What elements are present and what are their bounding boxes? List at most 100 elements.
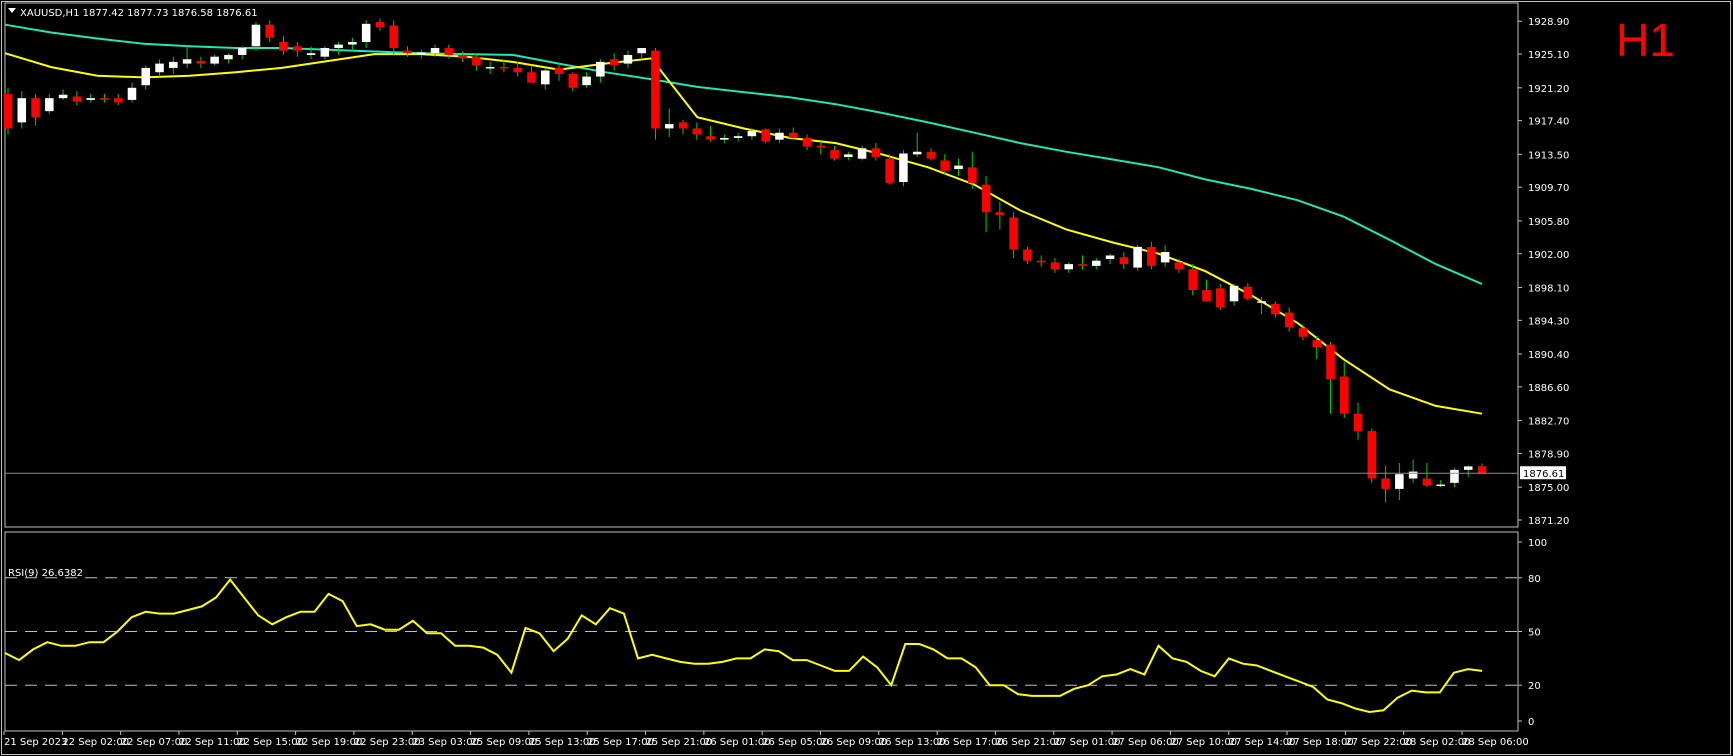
candlestick-series[interactable] [3,18,1487,503]
candle-bull[interactable] [86,98,95,100]
candle-bear[interactable] [499,67,509,69]
candle-bull[interactable] [1064,264,1073,270]
candle-bull[interactable] [596,61,605,77]
candle-bear[interactable] [761,129,770,142]
candle-bear[interactable] [1353,413,1363,431]
candle-bull[interactable] [1160,252,1170,263]
candle-bull[interactable] [899,153,908,183]
candle-bear[interactable] [1036,260,1046,263]
candle-bull[interactable] [169,61,178,68]
candle-bull[interactable] [17,98,27,123]
candle-bull[interactable] [1092,260,1101,266]
candle-bear[interactable] [1023,249,1032,261]
candle-bull[interactable] [58,94,68,99]
candle-bull[interactable] [844,154,853,157]
candle-bull[interactable] [1105,255,1115,259]
candle-bear[interactable] [968,167,977,183]
candle-bear[interactable] [802,137,812,147]
candle-bull[interactable] [1436,484,1445,487]
candle-bear[interactable] [1367,430,1377,479]
candle-bull[interactable] [1463,466,1473,470]
candle-bear[interactable] [527,72,536,83]
candle-bear[interactable] [279,41,288,51]
candle-bear[interactable] [1243,286,1253,299]
candle-bear[interactable] [1381,478,1390,489]
candle-bear[interactable] [31,98,40,118]
candle-bear[interactable] [293,46,302,51]
candle-bear[interactable] [1284,312,1294,328]
candle-bear[interactable] [100,98,109,100]
candle-bull[interactable] [251,24,261,47]
candle-bull[interactable] [210,56,219,64]
candle-bear[interactable] [609,59,619,66]
candle-bear[interactable] [788,132,798,138]
candle-bear[interactable] [513,67,522,73]
candle-bear[interactable] [375,22,385,28]
candle-bear[interactable] [885,158,894,183]
candle-bull[interactable] [857,148,867,159]
candle-bull[interactable] [306,53,316,55]
candle-bear[interactable] [196,61,206,64]
candle-bear[interactable] [830,150,839,159]
candle-bull[interactable] [155,63,164,73]
candle-bear[interactable] [1050,262,1060,270]
candle-bear[interactable] [651,50,660,129]
candle-bull[interactable] [775,132,784,140]
candle-bear[interactable] [113,98,123,103]
candle-bear[interactable] [403,50,412,54]
triangle-down-icon[interactable] [8,8,16,13]
candle-bear[interactable] [1339,376,1349,414]
candle-bear[interactable] [389,25,398,49]
candle-bull[interactable] [417,52,426,55]
candle-bull[interactable] [954,165,963,170]
candle-bull[interactable] [127,87,137,100]
candle-bear[interactable] [568,73,578,88]
candle-bear[interactable] [444,48,454,55]
candle-bear[interactable] [1215,288,1225,308]
candle-bear[interactable] [995,212,1005,215]
candle-bear[interactable] [871,148,881,157]
candle-bull[interactable] [182,59,192,64]
candle-bear[interactable] [472,56,481,66]
candle-bear[interactable] [706,136,715,140]
candle-bear[interactable] [265,24,275,38]
candle-bear[interactable] [1174,262,1184,270]
candle-bear[interactable] [1422,478,1432,486]
candle-bull[interactable] [637,48,646,54]
candle-bear[interactable] [678,122,688,129]
candle-bear[interactable] [72,96,82,102]
candle-bull[interactable] [1133,246,1142,268]
candle-bear[interactable] [1326,344,1335,380]
candle-bull[interactable] [1408,471,1418,479]
candle-bear[interactable] [1271,303,1280,315]
candle-bull[interactable] [141,67,151,86]
candle-bear[interactable] [926,151,936,159]
candle-bull[interactable] [45,98,54,112]
candle-bull[interactable] [485,67,495,69]
candle-bear[interactable] [940,160,950,171]
candle-bear[interactable] [1312,340,1321,348]
candle-bull[interactable] [237,48,247,55]
candle-bull[interactable] [720,137,729,140]
candle-bear[interactable] [1477,466,1487,474]
candle-bull[interactable] [912,151,922,155]
candle-bull[interactable] [320,48,330,57]
candle-bull[interactable] [224,54,233,60]
candle-bull[interactable] [1257,301,1266,303]
candle-bear[interactable] [458,54,467,59]
candle-bull[interactable] [1450,469,1459,483]
candle-bear[interactable] [1202,290,1211,302]
candle-bull[interactable] [361,23,371,42]
candle-bear[interactable] [816,145,826,148]
candle-bear[interactable] [3,93,13,129]
candle-bear[interactable] [1009,217,1018,250]
candle-bear[interactable] [1078,264,1087,266]
candle-bull[interactable] [747,131,757,137]
candle-bull[interactable] [348,41,357,45]
candle-bear[interactable] [554,67,564,74]
candle-bear[interactable] [1298,328,1308,337]
candle-bull[interactable] [540,70,550,85]
candle-bear[interactable] [981,184,991,213]
candle-bull[interactable] [582,76,591,86]
candle-bear[interactable] [692,128,702,135]
